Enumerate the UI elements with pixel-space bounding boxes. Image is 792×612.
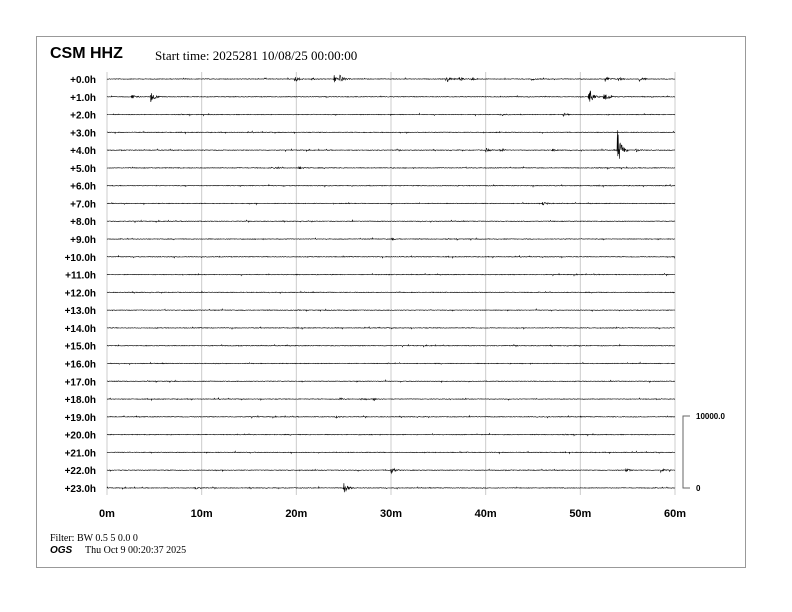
plot-frame bbox=[36, 36, 746, 568]
trace-row bbox=[106, 450, 676, 455]
row-label: +18.0h bbox=[65, 395, 96, 406]
row-label: +20.0h bbox=[65, 431, 96, 442]
row-label: +10.0h bbox=[65, 253, 96, 264]
row-label: +9.0h bbox=[70, 235, 96, 246]
row-label: +6.0h bbox=[70, 182, 96, 193]
x-tick-label: 0m bbox=[99, 508, 115, 520]
trace-row bbox=[106, 396, 676, 402]
row-label: +21.0h bbox=[65, 448, 96, 459]
trace-row bbox=[106, 361, 676, 366]
start-time: Start time: 2025281 10/08/25 00:00:00 bbox=[155, 48, 358, 63]
x-tick-label: 60m bbox=[664, 508, 686, 520]
row-label: +17.0h bbox=[65, 377, 96, 388]
generated-date: Thu Oct 9 00:20:37 2025 bbox=[85, 545, 187, 556]
x-tick-label: 30m bbox=[380, 508, 402, 520]
trace-row bbox=[106, 414, 676, 419]
row-label: +1.0h bbox=[70, 93, 96, 104]
trace-row bbox=[107, 379, 676, 384]
row-label: +4.0h bbox=[70, 146, 96, 157]
trace-row bbox=[106, 432, 676, 437]
row-label: +14.0h bbox=[65, 324, 96, 335]
trace-row bbox=[106, 308, 676, 312]
row-label: +11.0h bbox=[65, 271, 96, 282]
trace-row bbox=[106, 90, 676, 103]
row-label: +7.0h bbox=[70, 199, 96, 210]
trace-row bbox=[106, 325, 676, 330]
trace-row bbox=[106, 130, 676, 135]
trace-row bbox=[106, 236, 676, 241]
row-label: +2.0h bbox=[70, 111, 96, 122]
trace-row bbox=[106, 467, 676, 475]
station-title: CSM HHZ bbox=[50, 45, 123, 62]
row-label: +8.0h bbox=[70, 217, 96, 228]
trace-row bbox=[106, 290, 676, 295]
row-label: +15.0h bbox=[65, 342, 96, 353]
trace-row bbox=[106, 165, 676, 170]
x-tick-label: 50m bbox=[569, 508, 591, 520]
trace-row bbox=[106, 74, 676, 83]
row-label: +0.0h bbox=[70, 75, 96, 86]
row-label: +13.0h bbox=[65, 306, 96, 317]
x-tick-label: 20m bbox=[285, 508, 307, 520]
trace-row bbox=[106, 130, 676, 159]
filter-info: Filter: BW 0.5 5 0.0 0 bbox=[50, 533, 138, 544]
agency-label: OGS bbox=[50, 545, 73, 556]
trace-row bbox=[106, 343, 676, 348]
row-label: +12.0h bbox=[65, 288, 96, 299]
row-label: +5.0h bbox=[70, 164, 96, 175]
x-tick-label: 40m bbox=[475, 508, 497, 520]
trace-row bbox=[106, 201, 676, 206]
row-label: +19.0h bbox=[65, 413, 96, 424]
row-label: +22.0h bbox=[65, 466, 96, 477]
trace-row bbox=[106, 112, 676, 118]
scale-top-label: 10000.0 bbox=[696, 412, 725, 421]
scale-bottom-label: 0 bbox=[696, 484, 701, 493]
trace-row bbox=[106, 183, 676, 188]
trace-row bbox=[106, 272, 676, 277]
x-tick-label: 10m bbox=[191, 508, 213, 520]
trace-row bbox=[106, 483, 676, 493]
row-label: +3.0h bbox=[70, 128, 96, 139]
trace-row bbox=[106, 254, 676, 259]
scale-bar bbox=[682, 415, 690, 489]
trace-row bbox=[106, 219, 676, 224]
row-label: +23.0h bbox=[65, 484, 96, 495]
row-label: +16.0h bbox=[65, 359, 96, 370]
